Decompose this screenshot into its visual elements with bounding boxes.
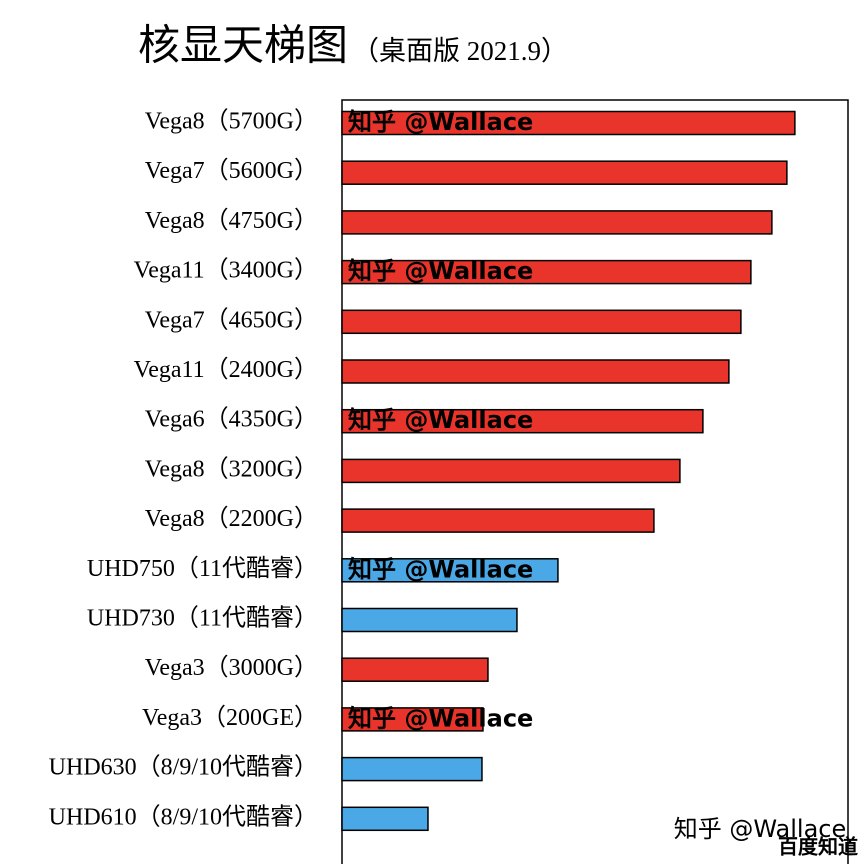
bar [341, 359, 730, 384]
bar [341, 408, 704, 434]
bar [341, 508, 655, 533]
bar [341, 160, 788, 185]
category-label: UHD730（11代酷睿） [87, 605, 318, 632]
category-label: Vega8（4750G） [145, 208, 318, 234]
category-label: Vega3（3000G） [145, 655, 318, 681]
category-label: Vega8（5700G） [145, 109, 318, 135]
watermark: 知乎 @Wallace [348, 704, 533, 732]
category-label: UHD750（11代酷睿） [87, 555, 318, 582]
bar [341, 657, 489, 682]
watermark: 知乎 @Wallace [348, 257, 533, 285]
category-label: UHD610（8/9/10代酷睿） [49, 803, 318, 830]
category-label: Vega7（4650G） [145, 307, 318, 333]
category-label: Vega11（3400G） [134, 258, 318, 284]
chart-title: 核显天梯图 [138, 24, 348, 70]
category-label: Vega8（2200G） [145, 506, 318, 532]
plot-frame [341, 99, 849, 864]
watermark: 知乎 @Wallace [348, 406, 533, 434]
category-label: Vega11（2400G） [134, 357, 318, 383]
bar [341, 806, 429, 832]
category-label: Vega7（5600G） [145, 158, 318, 184]
bar [341, 707, 484, 732]
watermark: 知乎 @Wallace [348, 108, 533, 136]
bar [341, 309, 742, 335]
watermark: 知乎 @Wallace [348, 555, 533, 583]
category-label: Vega6（4350G） [145, 407, 318, 433]
footer-watermark: 知乎 @Wallace [674, 815, 847, 843]
chart-subtitle: （桌面版 2021.9） [352, 36, 568, 66]
bar [341, 607, 518, 633]
bar [341, 210, 773, 235]
category-label: Vega3（200GE） [142, 705, 318, 731]
bar [341, 558, 559, 583]
bar [341, 259, 752, 285]
category-label: Vega8（3200G） [145, 456, 318, 482]
category-label: UHD630（8/9/10代酷睿） [49, 754, 318, 781]
bar [341, 458, 681, 484]
bar [341, 756, 483, 782]
bar [341, 110, 796, 136]
logo: 百度知道 [778, 835, 858, 859]
